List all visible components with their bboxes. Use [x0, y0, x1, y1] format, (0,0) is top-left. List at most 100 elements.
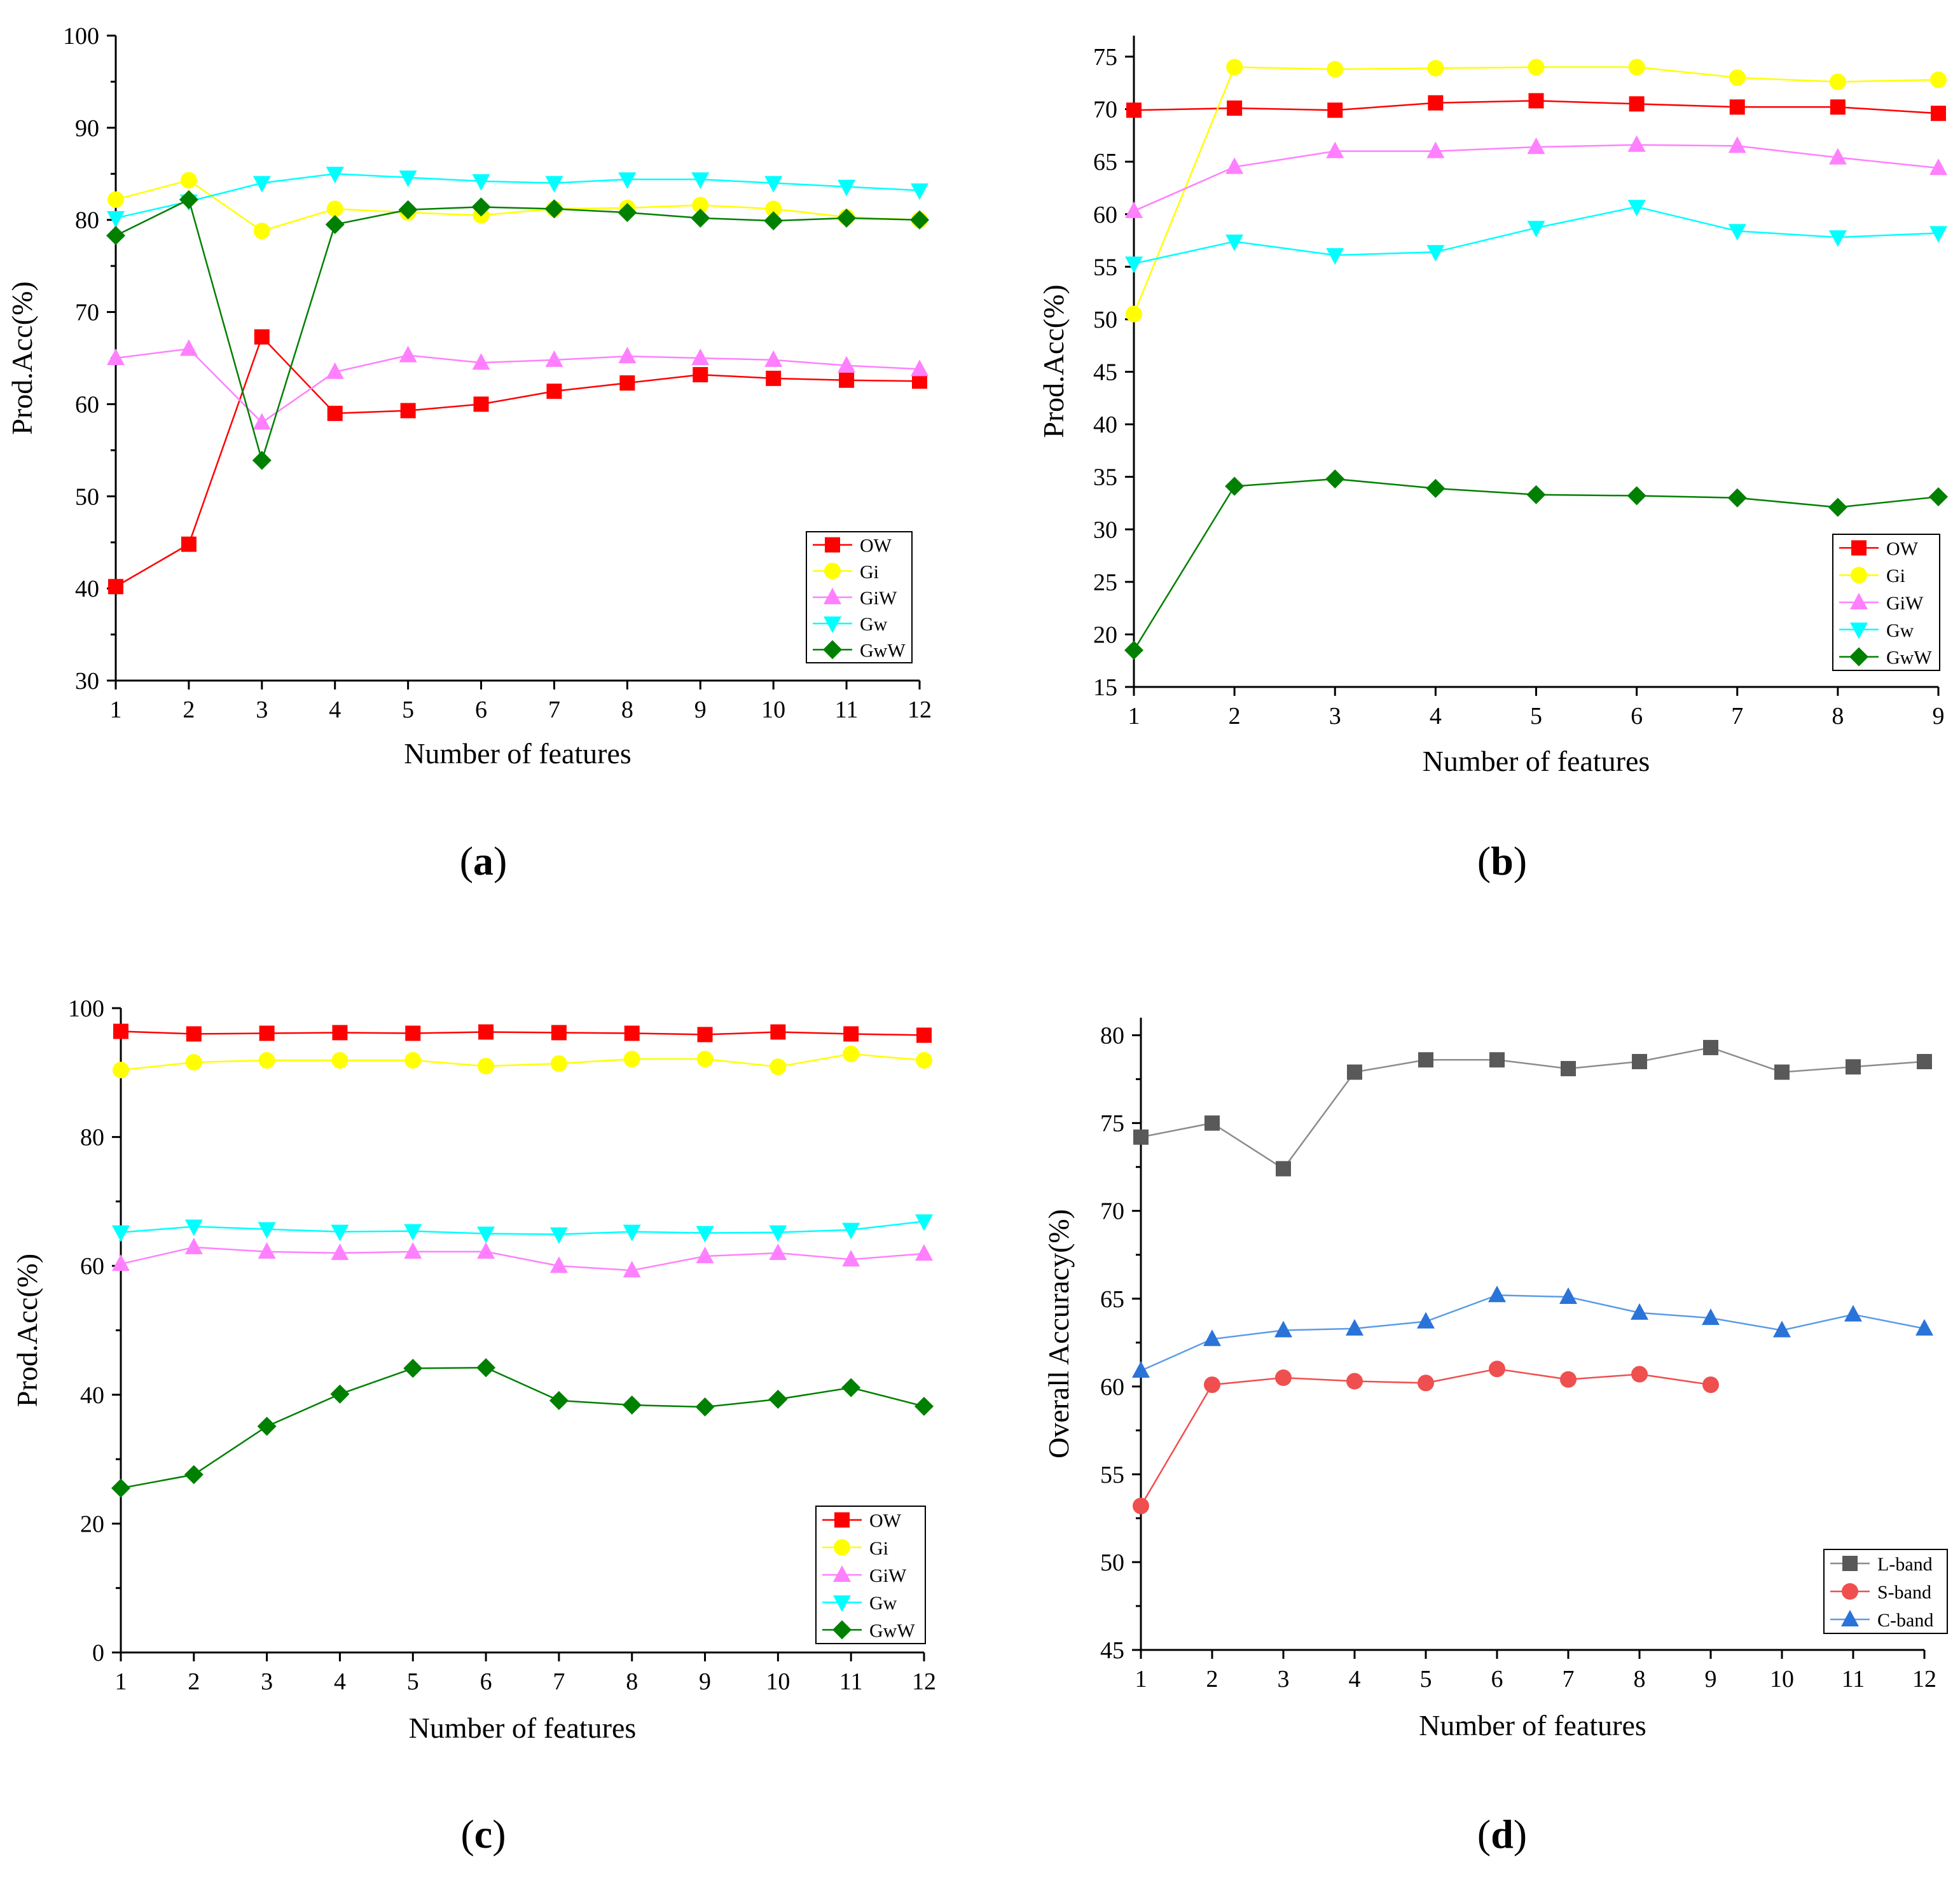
series-Gw [107, 167, 928, 228]
data-point [472, 174, 490, 191]
legend-label: Gw [1886, 620, 1914, 641]
series-line [1140, 1294, 1925, 1372]
data-point [692, 197, 709, 214]
data-point [623, 1224, 641, 1242]
data-point [1929, 158, 1947, 176]
data-point [549, 1227, 568, 1244]
data-point [1489, 1361, 1505, 1378]
data-point [1125, 201, 1143, 218]
data-point [258, 1222, 276, 1239]
legend-label: Gi [860, 562, 879, 583]
data-point [623, 1051, 640, 1068]
y-axis-label: Prod.Acc(%) [11, 1254, 43, 1407]
data-point [1426, 245, 1445, 262]
data-point [1915, 1319, 1933, 1336]
legend-label: Gw [860, 614, 888, 635]
data-point [1528, 59, 1545, 76]
x-tick-label: 3 [256, 696, 268, 723]
data-point [839, 372, 855, 388]
data-point [1417, 1312, 1435, 1329]
legend-marker [825, 537, 840, 553]
x-tick-label: 2 [1229, 703, 1241, 730]
data-point [1126, 305, 1142, 322]
data-point [1729, 99, 1745, 115]
data-point [549, 1390, 569, 1410]
data-point [1133, 1129, 1149, 1145]
data-point [252, 176, 271, 193]
series-Gi [113, 1045, 932, 1079]
y-tick-label: 45 [1100, 1637, 1124, 1664]
data-point [549, 1256, 568, 1273]
data-point [1632, 1054, 1647, 1070]
series-GwW [106, 190, 929, 470]
data-point [618, 172, 637, 189]
series-C-band [1132, 1285, 1933, 1378]
data-point [112, 1254, 130, 1271]
x-tick-label: 12 [1912, 1666, 1936, 1693]
y-tick-label: 25 [1093, 569, 1117, 596]
x-tick-label: 4 [1430, 703, 1442, 730]
caption-letter: b [1491, 838, 1514, 883]
y-tick-label: 15 [1093, 674, 1117, 701]
data-point [1917, 1054, 1932, 1070]
data-point [1124, 641, 1143, 660]
x-tick-label: 6 [475, 696, 487, 723]
x-tick-label: 5 [402, 696, 414, 723]
data-point [1418, 1375, 1434, 1392]
data-point [1830, 99, 1846, 115]
data-point [545, 350, 563, 367]
data-point [1418, 1052, 1433, 1068]
y-tick-label: 0 [92, 1640, 104, 1666]
data-point [184, 1465, 204, 1485]
data-point [1527, 221, 1545, 238]
data-point [1627, 200, 1646, 217]
caption-paren-open: ( [460, 1811, 474, 1857]
x-tick-label: 3 [261, 1668, 273, 1695]
y-tick-label: 50 [1093, 307, 1117, 333]
legend-label: L-band [1877, 1554, 1933, 1575]
data-point [477, 1226, 495, 1243]
data-point [111, 1478, 130, 1498]
legend-marker [1841, 1610, 1859, 1626]
data-point [252, 413, 271, 430]
x-tick-label: 2 [1206, 1666, 1218, 1693]
data-point [398, 200, 418, 219]
y-tick-label: 70 [75, 300, 99, 326]
data-point [403, 1359, 423, 1378]
x-tick-label: 1 [1128, 703, 1140, 730]
data-point [1828, 497, 1847, 517]
series-Gw [112, 1214, 933, 1244]
legend-marker [834, 1512, 850, 1528]
y-tick-label: 30 [75, 668, 99, 695]
y-tick-label: 60 [75, 391, 99, 418]
caption-paren-close: ) [1514, 1811, 1527, 1857]
data-point [915, 1243, 933, 1261]
series-Gw [1125, 200, 1947, 274]
caption-letter: c [474, 1811, 492, 1857]
x-tick-label: 9 [1933, 703, 1945, 730]
x-tick-label: 6 [1631, 703, 1643, 730]
data-point [399, 170, 417, 188]
x-tick-label: 8 [626, 1668, 638, 1695]
data-point [1126, 102, 1142, 118]
y-axis-label: Overall Accuracy(%) [1042, 1209, 1075, 1458]
data-point [1846, 1059, 1861, 1075]
caption-paren-open: ( [460, 838, 473, 883]
legend-marker [832, 1620, 852, 1640]
series-S-band [1133, 1361, 1719, 1514]
data-point [1133, 1497, 1149, 1514]
data-point [107, 191, 124, 208]
x-tick-label: 12 [908, 696, 932, 723]
x-tick-label: 4 [334, 1668, 346, 1695]
x-tick-label: 6 [480, 1668, 492, 1695]
x-tick-label: 8 [1634, 1666, 1646, 1693]
data-point [765, 200, 782, 218]
series-GiW [1125, 135, 1947, 218]
y-tick-label: 55 [1100, 1462, 1124, 1488]
series-line [1140, 1046, 1925, 1170]
data-point [1828, 230, 1847, 247]
legend-marker [1851, 567, 1867, 584]
data-point [1426, 478, 1446, 498]
